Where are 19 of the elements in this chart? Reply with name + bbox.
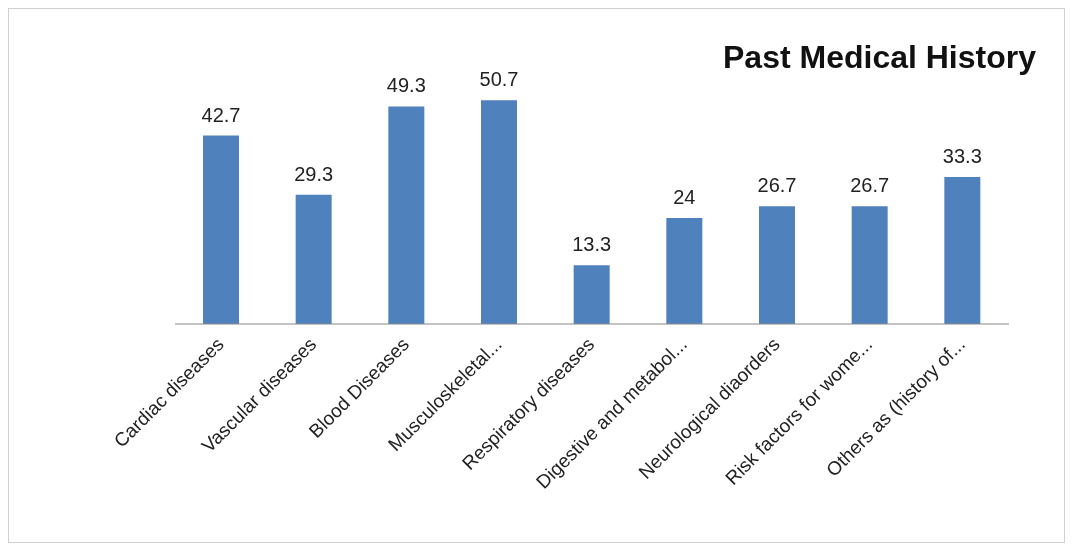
data-label: 42.7 xyxy=(201,103,241,126)
chart-title: Past Medical History xyxy=(723,39,1036,76)
data-label: 49.3 xyxy=(386,74,426,97)
data-label: 29.3 xyxy=(294,162,334,185)
bar xyxy=(388,106,425,324)
data-label: 26.7 xyxy=(757,174,797,197)
data-label: 50.7 xyxy=(479,68,519,91)
data-label: 26.7 xyxy=(850,174,890,197)
bar xyxy=(203,135,239,324)
bar xyxy=(759,206,795,324)
bar xyxy=(944,177,981,324)
bar xyxy=(481,100,517,324)
bar xyxy=(851,206,888,324)
bar xyxy=(573,265,610,324)
bar xyxy=(666,218,703,324)
data-label: 33.3 xyxy=(942,145,982,168)
data-label: 24 xyxy=(673,186,696,209)
data-label: 13.3 xyxy=(572,233,612,256)
bar xyxy=(295,194,332,324)
